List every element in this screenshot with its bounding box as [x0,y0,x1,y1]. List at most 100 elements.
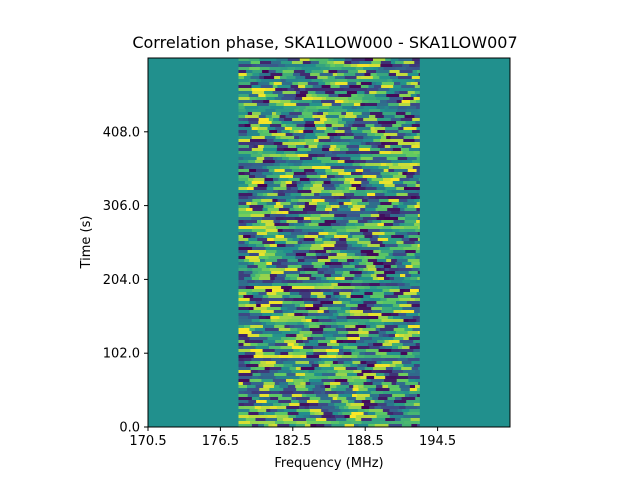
heatmap-cell [416,100,420,103]
heatmap-cell [238,88,252,91]
heatmap-cell [276,112,282,115]
heatmap-cell [248,184,258,187]
heatmap-cell [304,376,317,379]
heatmap-cell [357,346,370,349]
heatmap-cell [271,133,278,136]
heatmap-cell [238,274,251,277]
heatmap-cell [392,175,407,178]
heatmap-cell [327,133,338,136]
heatmap-cell [344,424,355,427]
heatmap-cell [344,169,356,172]
heatmap-cell [334,406,340,409]
heatmap-cell [328,355,337,358]
heatmap-cell [375,208,388,211]
heatmap-cell [394,397,402,400]
heatmap-cell [411,76,420,79]
heatmap-cell [282,91,297,94]
heatmap-cell [301,295,311,298]
heatmap-cell [357,70,367,73]
heatmap-cell [314,121,325,124]
heatmap-cell [373,304,383,307]
heatmap-cell [282,142,296,145]
heatmap-cell [250,367,256,370]
heatmap-cell [338,115,346,118]
heatmap-cell [320,289,332,292]
heatmap-cell [238,238,249,241]
heatmap-cell [396,241,404,244]
heatmap-cell [256,157,265,160]
heatmap-cell [238,367,251,370]
heatmap-cell [262,340,276,343]
heatmap-cell [247,394,260,397]
heatmap-cell [282,88,288,91]
heatmap-cell [250,325,264,328]
heatmap-cell [289,403,300,406]
heatmap-cell [398,76,412,79]
heatmap-cell [257,370,270,373]
heatmap-cell [342,412,352,415]
heatmap-cell [384,295,399,298]
heatmap-cell [319,73,334,76]
heatmap-cell [268,343,276,346]
heatmap-cell [336,316,347,319]
heatmap-cell [377,259,387,262]
heatmap-cell [321,253,330,256]
heatmap-cell [389,268,399,271]
heatmap-cell [292,127,305,130]
heatmap-cell [339,196,347,199]
heatmap-cell [250,343,258,346]
heatmap-cell [327,268,335,271]
heatmap-cell [323,310,330,313]
heatmap-cell [238,97,250,100]
heatmap-cell [294,313,303,316]
heatmap-cell [391,421,405,424]
heatmap-cell [273,79,281,82]
heatmap-cell [238,160,249,163]
heatmap-cell [295,226,307,229]
heatmap-cell [396,265,406,268]
heatmap-cell [348,124,353,127]
heatmap-cell [406,172,415,175]
heatmap-cell [292,355,301,358]
heatmap-cell [353,370,362,373]
heatmap-cell [386,157,398,160]
heatmap-cell [321,367,335,370]
heatmap-cell [311,244,321,247]
heatmap-cell [274,76,281,79]
heatmap-cell [287,283,302,286]
heatmap-cell [261,199,273,202]
heatmap-cell [388,73,397,76]
heatmap-cell [302,280,314,283]
heatmap-cell [275,253,287,256]
heatmap-cell [341,139,351,142]
heatmap-cell [392,223,400,226]
heatmap-cell [248,118,259,121]
heatmap-cell [253,178,265,181]
heatmap-cell [345,226,357,229]
heatmap-cell [328,280,341,283]
heatmap-cell [318,223,331,226]
heatmap-cell [325,301,334,304]
heatmap-cell [393,355,401,358]
heatmap-cell [344,277,354,280]
heatmap-cell [314,367,322,370]
heatmap-cell [264,181,274,184]
heatmap-cell [387,196,400,199]
heatmap-cell [248,412,259,415]
heatmap-cell [258,412,265,415]
heatmap-cell [404,289,411,292]
heatmap-cell [365,64,370,67]
heatmap-cell [243,166,251,169]
heatmap-cell [357,151,371,154]
heatmap-cell [238,109,246,112]
heatmap-cell [417,109,420,112]
heatmap-cell [277,130,282,133]
heatmap-cell [278,400,292,403]
heatmap-cell [262,70,269,73]
heatmap-cell [383,391,392,394]
heatmap-cell [238,388,248,391]
heatmap-cell [264,253,276,256]
heatmap-cell [310,214,321,217]
heatmap-cell [384,145,391,148]
heatmap-cell [277,85,291,88]
